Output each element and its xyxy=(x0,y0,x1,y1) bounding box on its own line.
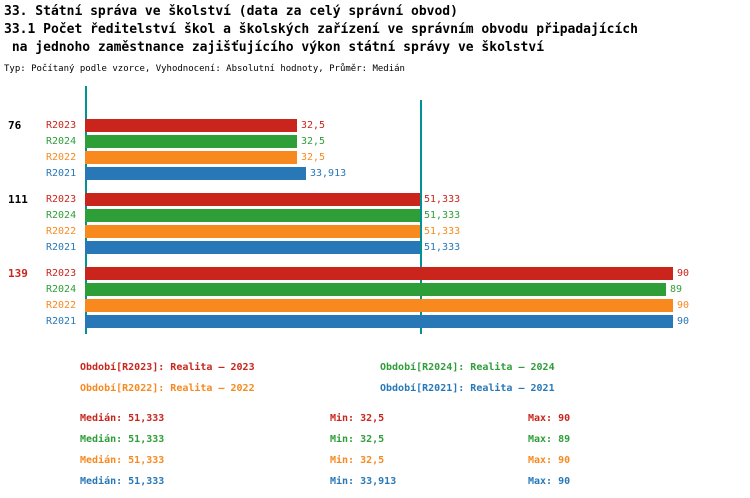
report-title-line2: 33.1 Počet ředitelství škol a školských … xyxy=(4,22,638,37)
bar-value-76-R2023: 32,5 xyxy=(301,120,326,131)
median-gridline xyxy=(420,100,422,334)
stat-min-r2024: Min: 32,5 xyxy=(330,434,385,445)
group-label-139: 139 xyxy=(8,267,28,280)
stat-max-r2023: Max: 90 xyxy=(528,413,571,424)
legend-item-r2023: Období[R2023]: Realita – 2023 xyxy=(80,362,255,373)
bar-value-76-R2022: 32,5 xyxy=(301,152,326,163)
bar-value-111-R2023: 51,333 xyxy=(424,194,461,205)
series-label-76-R2022: R2022 xyxy=(46,152,77,163)
bar-value-76-R2021: 33,913 xyxy=(310,168,347,179)
stat-min-r2021: Min: 33,913 xyxy=(330,476,397,487)
bar-111-R2022 xyxy=(85,225,420,238)
bar-111-R2021 xyxy=(85,241,420,254)
bar-value-111-R2021: 51,333 xyxy=(424,242,461,253)
series-label-111-R2023: R2023 xyxy=(46,194,77,205)
series-label-111-R2021: R2021 xyxy=(46,242,77,253)
report-title-line3: na jednoho zaměstnance zajišťujícího výk… xyxy=(4,40,545,55)
bar-76-R2024 xyxy=(85,135,297,148)
bar-111-R2023 xyxy=(85,193,420,206)
stat-max-r2021: Max: 90 xyxy=(528,476,571,487)
stat-max-r2024: Max: 89 xyxy=(528,434,571,445)
bar-76-R2021 xyxy=(85,167,306,180)
group-label-76: 76 xyxy=(8,119,22,132)
bar-value-139-R2023: 90 xyxy=(677,268,690,279)
series-label-111-R2024: R2024 xyxy=(46,210,77,221)
series-label-139-R2021: R2021 xyxy=(46,316,77,327)
stat-median-r2022: Medián: 51,333 xyxy=(80,455,165,466)
bar-139-R2024 xyxy=(85,283,666,296)
report-meta-line: Typ: Počítaný podle vzorce, Vyhodnocení:… xyxy=(4,64,405,74)
stat-max-r2022: Max: 90 xyxy=(528,455,571,466)
report-title-line1: 33. Státní správa ve školství (data za c… xyxy=(4,4,458,19)
bar-value-76-R2024: 32,5 xyxy=(301,136,326,147)
bar-76-R2022 xyxy=(85,151,297,164)
series-label-76-R2024: R2024 xyxy=(46,136,77,147)
bar-111-R2024 xyxy=(85,209,420,222)
bar-value-139-R2022: 90 xyxy=(677,300,690,311)
bar-139-R2023 xyxy=(85,267,673,280)
stat-min-r2022: Min: 32,5 xyxy=(330,455,385,466)
legend-item-r2024: Období[R2024]: Realita – 2024 xyxy=(380,362,555,373)
stat-min-r2023: Min: 32,5 xyxy=(330,413,385,424)
series-label-139-R2024: R2024 xyxy=(46,284,77,295)
stat-median-r2024: Medián: 51,333 xyxy=(80,434,165,445)
bar-139-R2021 xyxy=(85,315,673,328)
bar-value-139-R2021: 90 xyxy=(677,316,690,327)
stat-median-r2023: Medián: 51,333 xyxy=(80,413,165,424)
series-label-111-R2022: R2022 xyxy=(46,226,77,237)
series-label-76-R2021: R2021 xyxy=(46,168,77,179)
series-label-139-R2023: R2023 xyxy=(46,268,77,279)
legend-item-r2022: Období[R2022]: Realita – 2022 xyxy=(80,383,255,394)
bar-76-R2023 xyxy=(85,119,297,132)
series-label-139-R2022: R2022 xyxy=(46,300,77,311)
group-label-111: 111 xyxy=(8,193,28,206)
legend-item-r2021: Období[R2021]: Realita – 2021 xyxy=(380,383,555,394)
bar-139-R2022 xyxy=(85,299,673,312)
series-label-76-R2023: R2023 xyxy=(46,120,77,131)
bar-value-111-R2022: 51,333 xyxy=(424,226,461,237)
bar-value-139-R2024: 89 xyxy=(670,284,683,295)
bar-value-111-R2024: 51,333 xyxy=(424,210,461,221)
stat-median-r2021: Medián: 51,333 xyxy=(80,476,165,487)
